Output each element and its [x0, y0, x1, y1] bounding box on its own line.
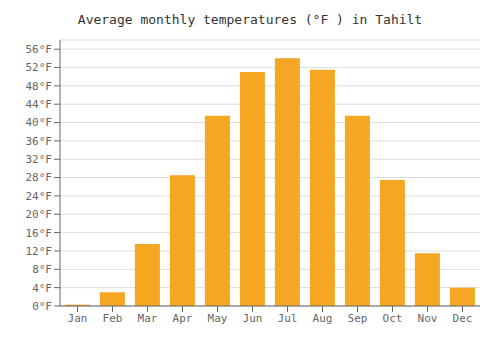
- svg-text:56°F: 56°F: [26, 43, 53, 56]
- svg-text:Aug: Aug: [313, 312, 333, 325]
- svg-text:Jul: Jul: [278, 312, 298, 325]
- svg-text:8°F: 8°F: [32, 263, 52, 276]
- svg-text:48°F: 48°F: [26, 80, 53, 93]
- svg-text:May: May: [208, 312, 228, 325]
- svg-text:12°F: 12°F: [26, 245, 53, 258]
- svg-text:Sep: Sep: [348, 312, 368, 325]
- svg-text:0°F: 0°F: [32, 300, 52, 313]
- svg-text:28°F: 28°F: [26, 171, 53, 184]
- svg-text:40°F: 40°F: [26, 116, 53, 129]
- svg-text:44°F: 44°F: [26, 98, 53, 111]
- svg-text:Jun: Jun: [243, 312, 263, 325]
- svg-text:Mar: Mar: [138, 312, 158, 325]
- svg-text:Nov: Nov: [418, 312, 438, 325]
- svg-text:Jan: Jan: [68, 312, 88, 325]
- html-text:Average monthly temperatures (: Average monthly temperatures (°F ) in Ta…: [77, 12, 423, 27]
- svg-text:52°F: 52°F: [26, 61, 53, 74]
- svg-text:Feb: Feb: [103, 312, 123, 325]
- svg-text:24°F: 24°F: [26, 190, 53, 203]
- svg-text:Oct: Oct: [383, 312, 403, 325]
- svg-text:Apr: Apr: [173, 312, 193, 325]
- svg-text:16°F: 16°F: [26, 227, 53, 240]
- svg-text:Dec: Dec: [453, 312, 473, 325]
- svg-text:20°F: 20°F: [26, 208, 53, 221]
- svg-text:32°F: 32°F: [26, 153, 53, 166]
- svg-text:36°F: 36°F: [26, 135, 53, 148]
- svg-text:4°F: 4°F: [32, 282, 52, 295]
